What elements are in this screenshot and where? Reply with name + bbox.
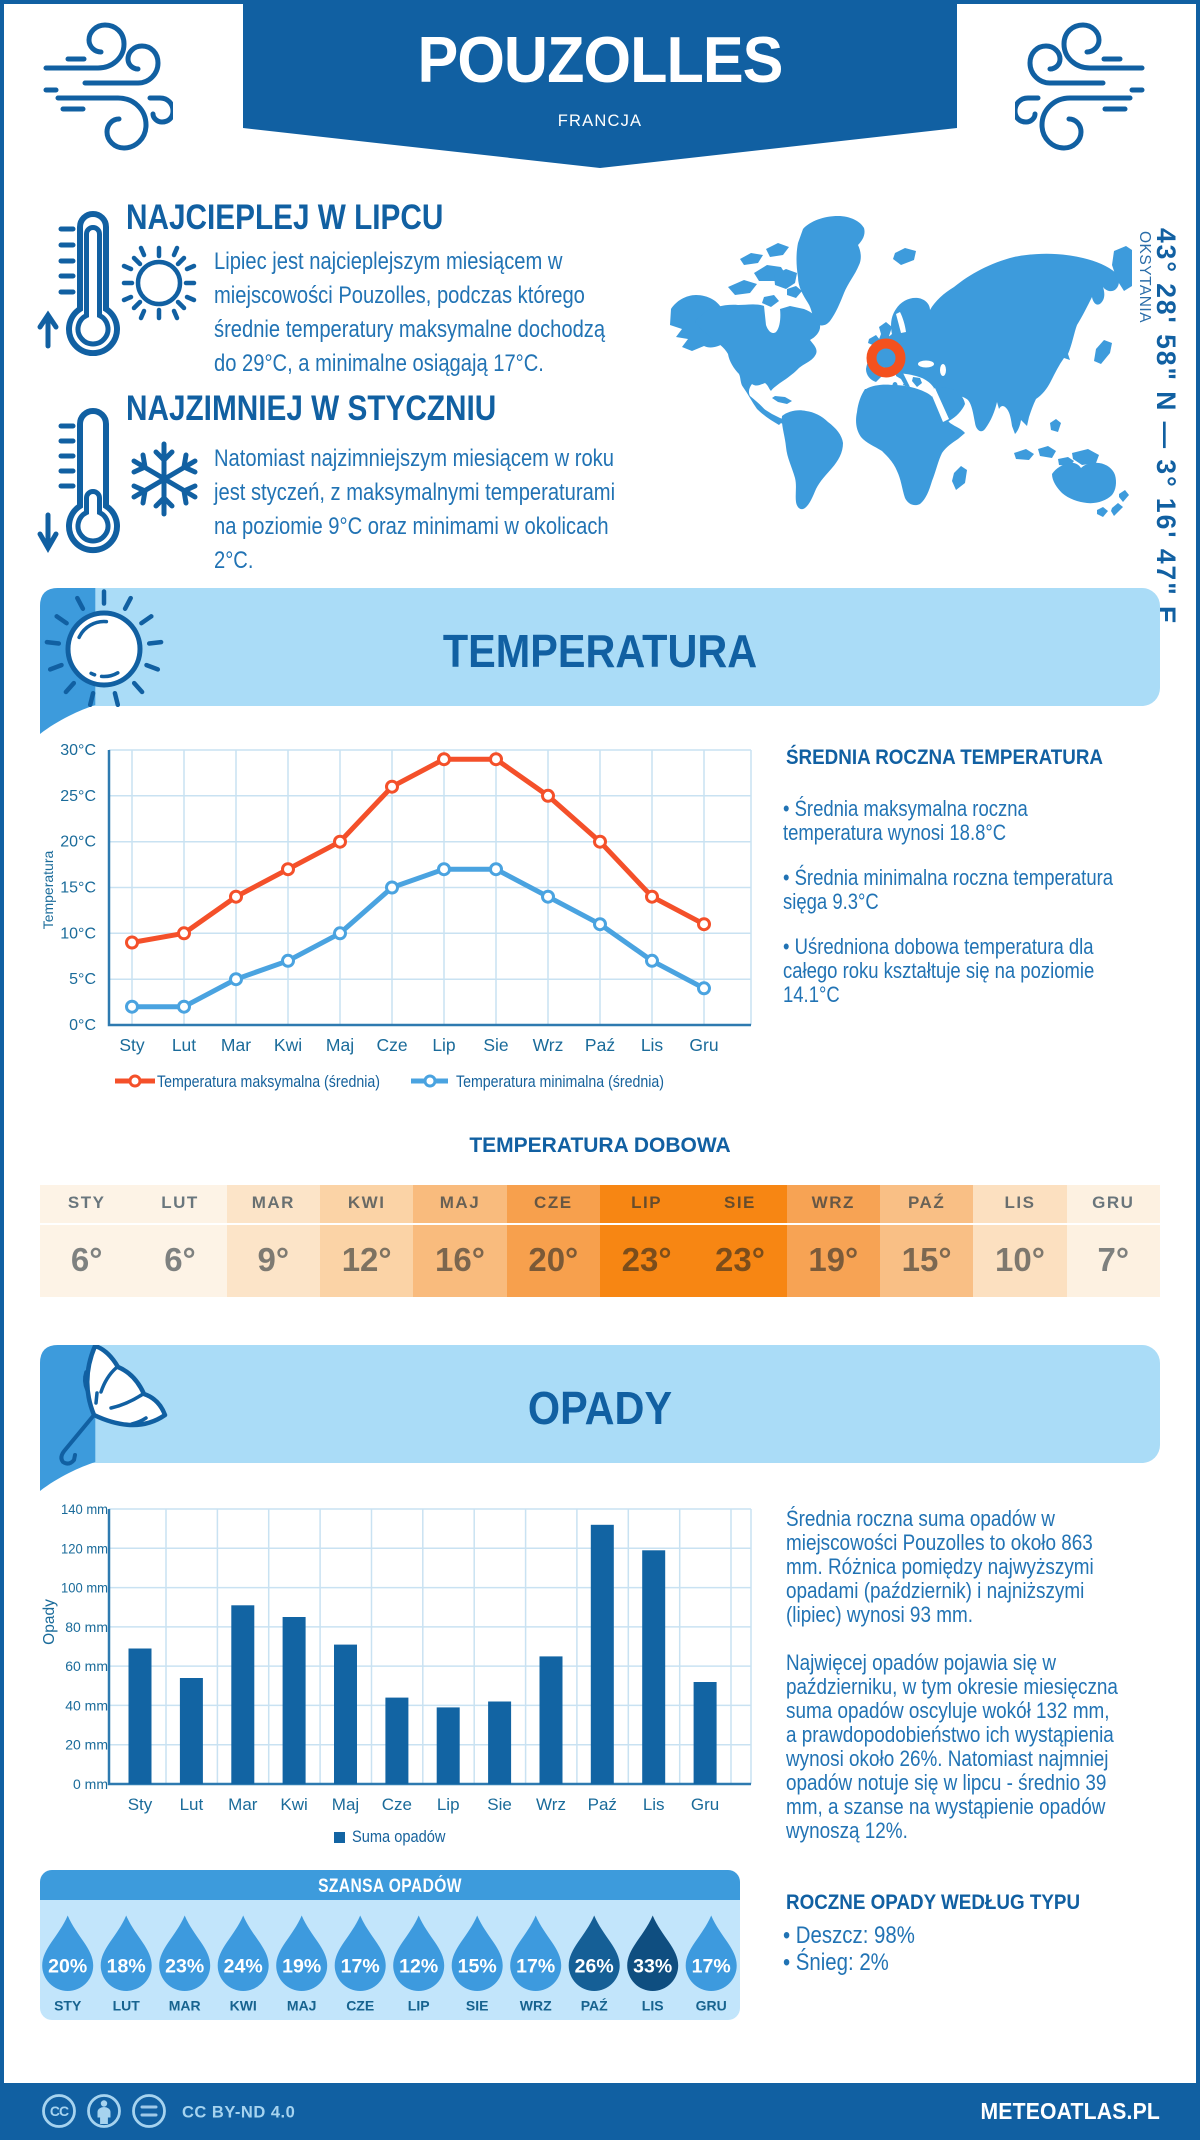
svg-text:Lis: Lis: [641, 1035, 664, 1055]
svg-text:STY: STY: [54, 1998, 82, 2014]
svg-text:Temperatura minimalna (średnia: Temperatura minimalna (średnia): [456, 1073, 664, 1091]
svg-text:Maj: Maj: [332, 1795, 359, 1814]
svg-text:Temperatura maksymalna (średni: Temperatura maksymalna (średnia): [157, 1073, 380, 1091]
svg-text:CC BY-ND 4.0: CC BY-ND 4.0: [182, 2104, 295, 2122]
svg-text:LUT: LUT: [113, 1998, 141, 2014]
svg-text:Kwi: Kwi: [274, 1035, 302, 1055]
svg-text:CZE: CZE: [346, 1998, 374, 2014]
svg-text:Mar: Mar: [228, 1795, 258, 1814]
svg-text:5°C: 5°C: [69, 971, 96, 988]
svg-text:23%: 23%: [165, 1956, 204, 1978]
svg-text:LIP: LIP: [408, 1998, 430, 2014]
svg-text:10°C: 10°C: [60, 925, 96, 942]
svg-text:GRU: GRU: [696, 1998, 727, 2014]
svg-text:Cze: Cze: [376, 1035, 407, 1055]
svg-text:15°C: 15°C: [60, 880, 96, 897]
svg-text:80 mm: 80 mm: [65, 1619, 108, 1635]
svg-text:Wrz: Wrz: [533, 1035, 564, 1055]
svg-text:20°C: 20°C: [60, 834, 96, 851]
svg-text:40 mm: 40 mm: [65, 1697, 108, 1713]
svg-text:20 mm: 20 mm: [65, 1737, 108, 1753]
svg-text:Lis: Lis: [643, 1795, 665, 1814]
svg-text:LIS: LIS: [642, 1998, 664, 2014]
svg-text:140 mm: 140 mm: [61, 1501, 108, 1517]
svg-text:Lut: Lut: [172, 1035, 196, 1055]
svg-text:Temperatura: Temperatura: [40, 850, 56, 929]
svg-text:30°C: 30°C: [60, 742, 96, 759]
svg-text:Sie: Sie: [487, 1795, 512, 1814]
svg-text:18%: 18%: [107, 1956, 146, 1978]
svg-text:Gru: Gru: [691, 1795, 719, 1814]
svg-text:MAJ: MAJ: [287, 1998, 317, 2014]
svg-text:Suma opadów: Suma opadów: [352, 1828, 446, 1846]
svg-text:25°C: 25°C: [60, 788, 96, 805]
svg-text:Gru: Gru: [689, 1035, 718, 1055]
svg-text:60 mm: 60 mm: [65, 1658, 108, 1674]
svg-text:SIE: SIE: [466, 1998, 489, 2014]
svg-text:15%: 15%: [458, 1956, 497, 1978]
svg-text:WRZ: WRZ: [520, 1998, 552, 2014]
svg-text:120 mm: 120 mm: [61, 1540, 108, 1556]
svg-text:Cze: Cze: [382, 1795, 412, 1814]
svg-text:PAŹ: PAŹ: [581, 1998, 608, 2014]
svg-text:Lut: Lut: [180, 1795, 204, 1814]
svg-text:33%: 33%: [633, 1956, 672, 1978]
svg-text:26%: 26%: [575, 1956, 614, 1978]
svg-text:KWI: KWI: [230, 1998, 257, 2014]
svg-text:17%: 17%: [341, 1956, 380, 1978]
svg-text:CC: CC: [50, 2103, 69, 2119]
svg-text:24%: 24%: [224, 1956, 263, 1978]
svg-text:Sty: Sty: [119, 1035, 145, 1055]
svg-text:100 mm: 100 mm: [61, 1580, 108, 1596]
svg-text:Maj: Maj: [326, 1035, 354, 1055]
svg-text:Opady: Opady: [41, 1599, 58, 1645]
svg-text:17%: 17%: [692, 1956, 731, 1978]
svg-text:Mar: Mar: [221, 1035, 251, 1055]
svg-text:20%: 20%: [48, 1956, 87, 1978]
svg-text:Sie: Sie: [483, 1035, 508, 1055]
svg-text:0 mm: 0 mm: [73, 1776, 108, 1792]
svg-text:0°C: 0°C: [69, 1017, 96, 1034]
svg-text:Paź: Paź: [585, 1035, 615, 1055]
svg-text:Wrz: Wrz: [536, 1795, 566, 1814]
svg-text:Paź: Paź: [588, 1795, 617, 1814]
svg-text:Lip: Lip: [432, 1035, 455, 1055]
svg-text:MAR: MAR: [169, 1998, 201, 2014]
svg-text:Kwi: Kwi: [280, 1795, 307, 1814]
svg-text:Sty: Sty: [128, 1795, 153, 1814]
svg-text:Lip: Lip: [437, 1795, 460, 1814]
svg-text:19%: 19%: [282, 1956, 321, 1978]
svg-text:12%: 12%: [399, 1956, 438, 1978]
svg-text:17%: 17%: [516, 1956, 555, 1978]
